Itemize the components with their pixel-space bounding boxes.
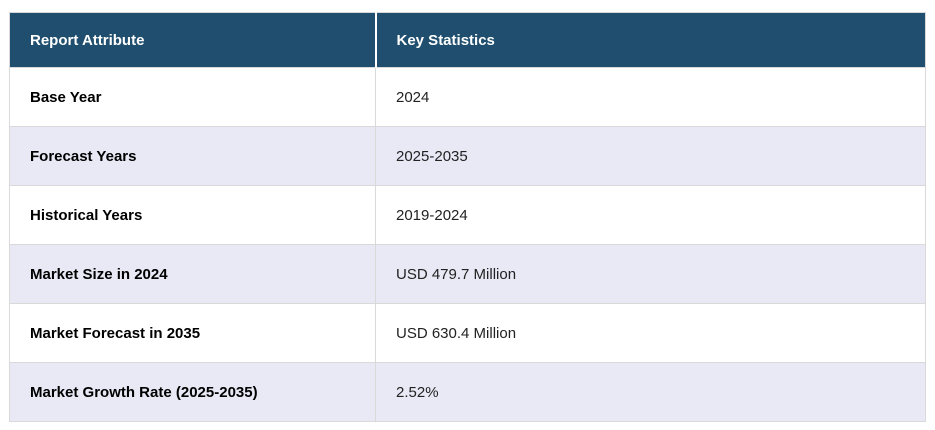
value-cell: 2024 [375, 67, 926, 127]
column-header-report-attribute: Report Attribute [9, 12, 376, 68]
value-cell: USD 630.4 Million [375, 303, 926, 363]
value-cell: USD 479.7 Million [375, 244, 926, 304]
attribute-cell: Market Size in 2024 [9, 244, 376, 304]
column-header-key-statistics: Key Statistics [374, 12, 926, 68]
attribute-cell: Historical Years [9, 185, 376, 245]
table-row-historical-years: Historical Years 2019-2024 [9, 185, 926, 245]
report-attributes-table: Report Attribute Key Statistics Base Yea… [9, 12, 926, 422]
value-cell: 2019-2024 [375, 185, 926, 245]
attribute-cell: Forecast Years [9, 126, 376, 186]
attribute-cell: Base Year [9, 67, 376, 127]
value-cell: 2.52% [375, 362, 926, 422]
attribute-cell: Market Forecast in 2035 [9, 303, 376, 363]
value-cell: 2025-2035 [375, 126, 926, 186]
attribute-cell: Market Growth Rate (2025-2035) [9, 362, 376, 422]
table-header-row: Report Attribute Key Statistics [9, 12, 926, 68]
table-row-market-growth-rate: Market Growth Rate (2025-2035) 2.52% [9, 362, 926, 422]
table-row-market-forecast-2035: Market Forecast in 2035 USD 630.4 Millio… [9, 303, 926, 363]
table-row-base-year: Base Year 2024 [9, 67, 926, 127]
table-row-market-size-2024: Market Size in 2024 USD 479.7 Million [9, 244, 926, 304]
table-row-forecast-years: Forecast Years 2025-2035 [9, 126, 926, 186]
